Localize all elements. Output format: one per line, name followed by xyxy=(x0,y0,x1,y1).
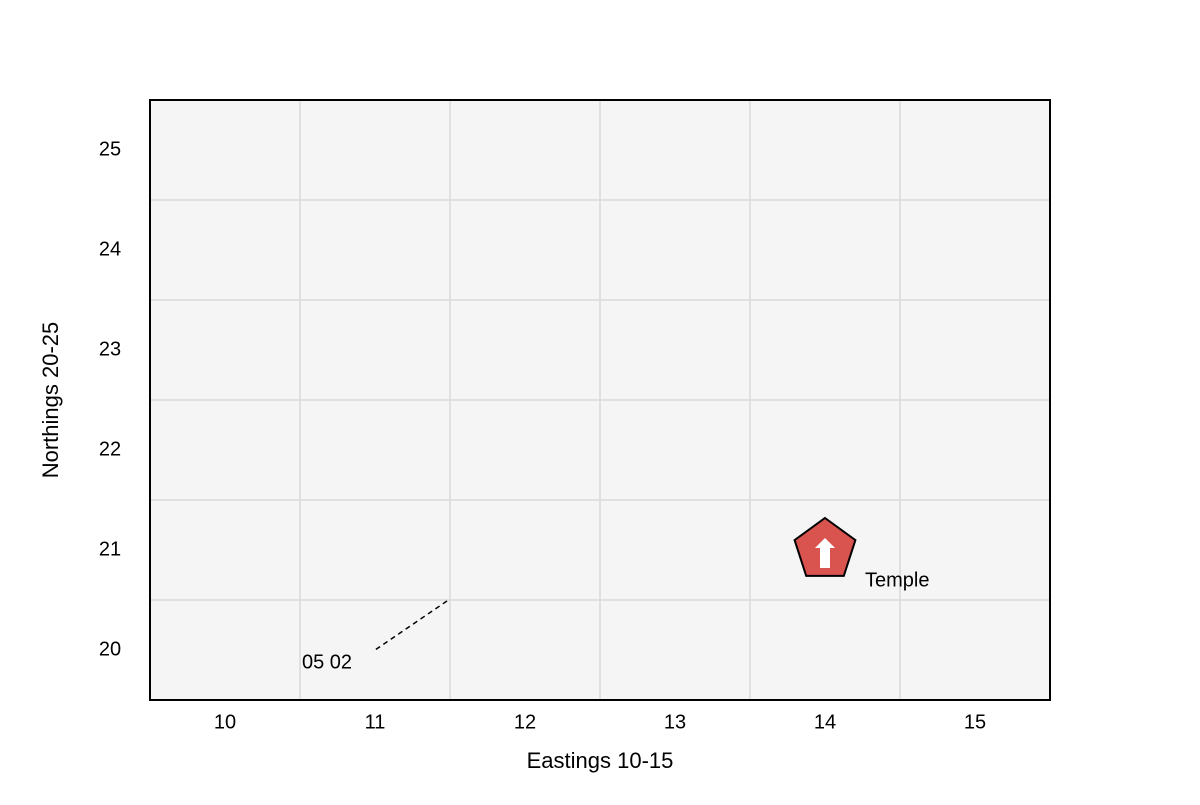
x-tick-label: 15 xyxy=(964,711,986,733)
x-axis-label: Eastings 10-15 xyxy=(527,748,674,773)
y-tick-label: 21 xyxy=(99,538,121,560)
x-tick-label: 11 xyxy=(365,711,386,733)
temple-icon xyxy=(815,538,835,568)
y-tick-label: 22 xyxy=(99,438,121,460)
y-tick-label: 25 xyxy=(99,138,121,160)
x-tick-label: 10 xyxy=(214,711,236,733)
plot-frame xyxy=(149,99,1051,701)
y-tick-label: 24 xyxy=(99,238,121,260)
x-tick-label: 13 xyxy=(664,711,686,733)
x-tick-label: 14 xyxy=(814,711,836,733)
grid-reference: 05 02 xyxy=(302,651,352,673)
x-tick-label: 12 xyxy=(514,711,536,733)
y-tick-label: 20 xyxy=(99,638,121,660)
annotation-leader xyxy=(374,600,448,651)
y-axis-label: Northings 20-25 xyxy=(38,322,63,479)
y-tick-label: 23 xyxy=(99,338,121,360)
point-label: Temple xyxy=(865,569,929,591)
